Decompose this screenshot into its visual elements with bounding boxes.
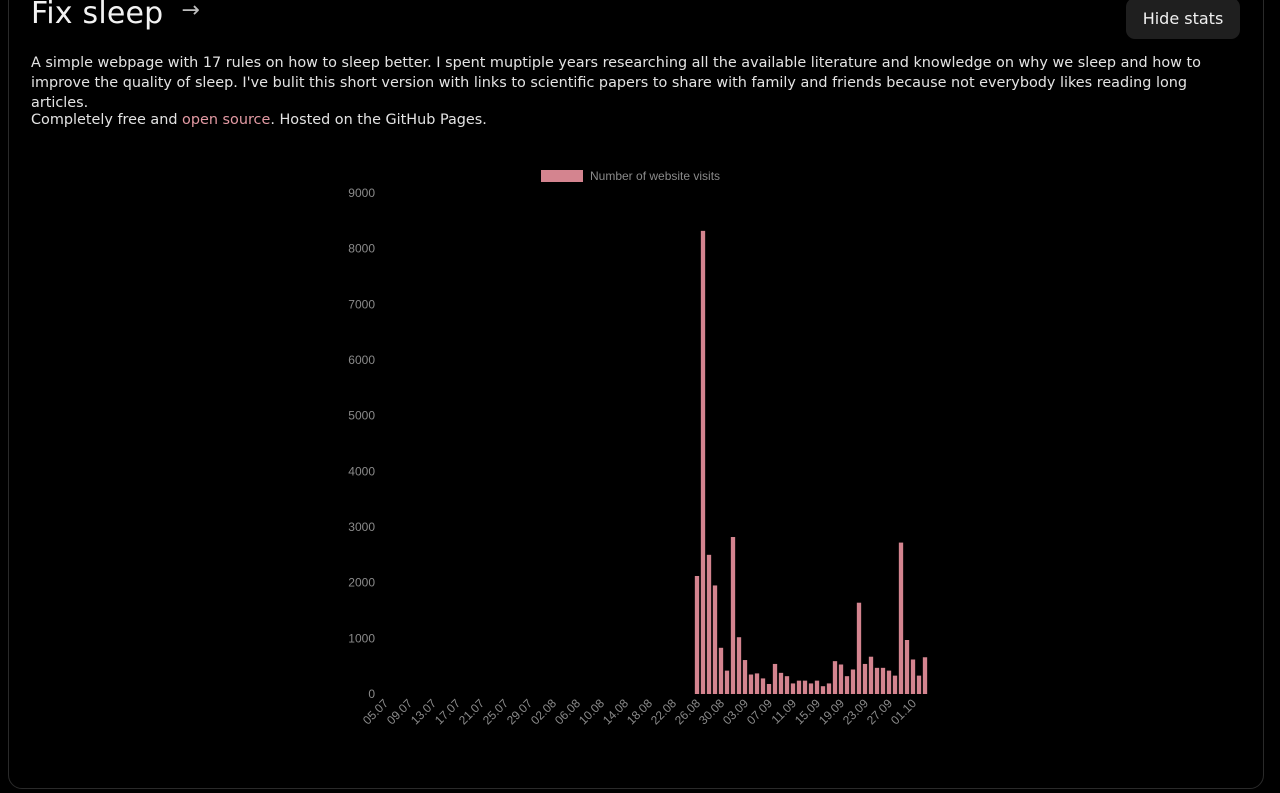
y-tick-label: 9000 bbox=[348, 186, 375, 200]
bar[interactable] bbox=[706, 554, 712, 694]
bar[interactable] bbox=[910, 659, 916, 694]
x-tick-label: 27.09 bbox=[864, 696, 895, 727]
bar[interactable] bbox=[790, 683, 796, 694]
bar[interactable] bbox=[700, 230, 706, 694]
header: Fix sleep → bbox=[31, 0, 200, 31]
x-tick-label: 29.07 bbox=[504, 696, 535, 727]
bar[interactable] bbox=[874, 667, 880, 694]
x-tick-label: 15.09 bbox=[792, 696, 823, 727]
x-tick-label: 11.09 bbox=[769, 696, 800, 727]
bar[interactable] bbox=[766, 683, 772, 694]
y-tick-label: 6000 bbox=[348, 353, 375, 367]
bar[interactable] bbox=[916, 675, 922, 694]
source-line-prefix: Completely free and bbox=[31, 112, 183, 128]
x-tick-label: 13.07 bbox=[408, 696, 439, 727]
bar[interactable] bbox=[748, 674, 754, 694]
x-tick-label: 01.10 bbox=[888, 696, 919, 727]
x-tick-label: 18.08 bbox=[624, 696, 655, 727]
bars bbox=[694, 230, 928, 694]
y-tick-label: 7000 bbox=[348, 297, 375, 311]
bar[interactable] bbox=[850, 669, 856, 694]
x-tick-label: 07.09 bbox=[744, 696, 775, 727]
x-tick-label: 19.09 bbox=[816, 696, 847, 727]
bar[interactable] bbox=[820, 686, 826, 694]
bar[interactable] bbox=[754, 673, 760, 694]
x-axis: 05.0709.0713.0717.0721.0725.0729.0702.08… bbox=[360, 696, 919, 727]
bar[interactable] bbox=[886, 670, 892, 694]
bar[interactable] bbox=[838, 664, 844, 694]
bar[interactable] bbox=[796, 680, 802, 694]
bar[interactable] bbox=[712, 585, 718, 694]
bar[interactable] bbox=[862, 663, 868, 694]
legend-swatch[interactable] bbox=[541, 170, 583, 182]
x-tick-label: 21.07 bbox=[456, 696, 487, 727]
bar[interactable] bbox=[772, 663, 778, 694]
content-card bbox=[8, 0, 1264, 789]
y-tick-label: 1000 bbox=[348, 631, 375, 645]
x-tick-label: 14.08 bbox=[600, 696, 631, 727]
bar[interactable] bbox=[856, 602, 862, 694]
bar[interactable] bbox=[778, 672, 784, 694]
x-tick-label: 05.07 bbox=[360, 696, 391, 727]
bar[interactable] bbox=[898, 542, 904, 694]
open-source-link[interactable]: open source bbox=[182, 112, 271, 128]
intro-paragraph: A simple webpage with 17 rules on how to… bbox=[31, 55, 1201, 111]
page-title[interactable]: Fix sleep bbox=[31, 0, 164, 31]
bar[interactable] bbox=[826, 683, 832, 694]
hide-stats-button[interactable]: Hide stats bbox=[1126, 0, 1240, 39]
bar[interactable] bbox=[718, 647, 724, 694]
x-tick-label: 09.07 bbox=[384, 696, 415, 727]
source-line-suffix: . Hosted on the GitHub Pages. bbox=[270, 112, 487, 128]
arrow-right-icon[interactable]: → bbox=[181, 0, 200, 23]
bar[interactable] bbox=[844, 676, 850, 694]
bar[interactable] bbox=[922, 657, 928, 694]
x-tick-label: 03.09 bbox=[720, 696, 751, 727]
bar[interactable] bbox=[694, 575, 700, 694]
bar[interactable] bbox=[742, 660, 748, 694]
y-tick-label: 5000 bbox=[348, 409, 375, 423]
bar[interactable] bbox=[784, 676, 790, 694]
bar[interactable] bbox=[868, 656, 874, 694]
x-tick-label: 10.08 bbox=[576, 696, 607, 727]
x-tick-label: 23.09 bbox=[840, 696, 871, 727]
x-tick-label: 22.08 bbox=[648, 696, 679, 727]
y-tick-label: 0 bbox=[368, 687, 375, 701]
bar[interactable] bbox=[724, 670, 730, 694]
x-tick-label: 25.07 bbox=[480, 696, 511, 727]
y-tick-label: 4000 bbox=[348, 464, 375, 478]
bar[interactable] bbox=[760, 678, 766, 694]
y-tick-label: 8000 bbox=[348, 242, 375, 256]
bar[interactable] bbox=[904, 640, 910, 694]
bar[interactable] bbox=[814, 680, 820, 694]
legend-label[interactable]: Number of website visits bbox=[590, 169, 720, 183]
bar[interactable] bbox=[802, 680, 808, 694]
y-axis: 0 1000 2000 3000 4000 5000 6000 7000 8000 9000 bbox=[348, 186, 375, 701]
source-line: Completely free and open source. Hosted … bbox=[31, 110, 487, 130]
bar[interactable] bbox=[736, 637, 742, 694]
bar[interactable] bbox=[832, 661, 838, 694]
bar[interactable] bbox=[880, 667, 886, 694]
bar[interactable] bbox=[808, 683, 814, 694]
x-tick-label: 02.08 bbox=[528, 696, 559, 727]
bar[interactable] bbox=[892, 675, 898, 694]
y-tick-label: 3000 bbox=[348, 520, 375, 534]
x-tick-label: 17.07 bbox=[432, 696, 463, 727]
y-tick-label: 2000 bbox=[348, 576, 375, 590]
x-tick-label: 06.08 bbox=[552, 696, 583, 727]
bar[interactable] bbox=[730, 537, 736, 694]
x-tick-label: 30.08 bbox=[696, 696, 727, 727]
x-tick-label: 26.08 bbox=[672, 696, 703, 727]
